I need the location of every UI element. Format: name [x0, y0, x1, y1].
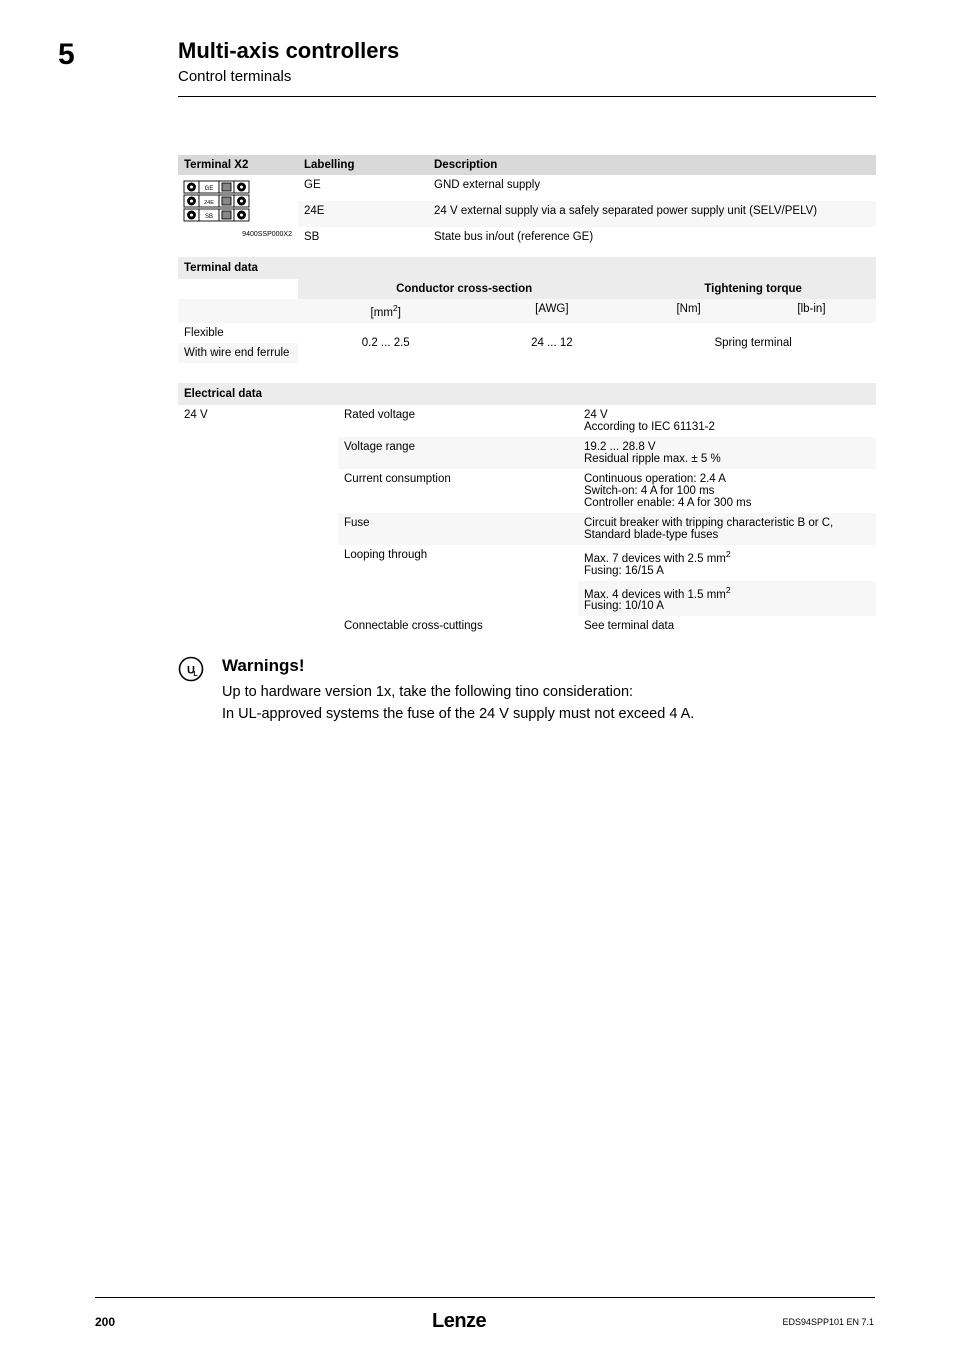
page-number: 200 [95, 1315, 115, 1329]
row-24e-desc: 24 V external supply via a safely separa… [428, 201, 876, 227]
elec-p1: Voltage range [338, 437, 578, 469]
header-rule [178, 96, 876, 97]
th-blank [178, 279, 298, 299]
terminal-data-table: Terminal data Conductor cross-section Ti… [178, 257, 876, 363]
th-tt: Tightening torque [630, 279, 876, 299]
row-ge-label: GE [298, 175, 428, 201]
terminal-image-caption: 9400SSP000X2 [178, 227, 298, 247]
terminal-connector-icon: GE 24E SB [182, 179, 252, 223]
page-content: Terminal X2 Labelling Description GE 24E [178, 155, 876, 726]
electrical-title: Electrical data [178, 383, 876, 405]
ul-warnings-title: Warnings! [222, 656, 876, 676]
terminal-x2-table: Terminal X2 Labelling Description GE 24E [178, 155, 876, 247]
unit-lbin: [lb-in] [747, 299, 876, 323]
chapter-title: Multi-axis controllers [178, 38, 399, 64]
elec-v3: Circuit breaker with tripping characteri… [578, 513, 876, 545]
elec-p0: Rated voltage [338, 405, 578, 437]
elec-p3: Fuse [338, 513, 578, 545]
unit-awg: [AWG] [473, 299, 630, 323]
row-ge-desc: GND external supply [428, 175, 876, 201]
svg-text:24E: 24E [204, 200, 214, 206]
doc-id: EDS94SPP101 EN 7.1 [782, 1317, 874, 1327]
row-ferrule: With wire end ferrule [178, 343, 298, 363]
lenze-logo: Lenze [432, 1309, 522, 1336]
svg-text:GE: GE [205, 186, 214, 192]
elec-ccc-p: Connectable cross-cuttings [338, 616, 578, 636]
elec-v2: Continuous operation: 2.4 A Switch-on: 4… [578, 469, 876, 513]
th-terminal: Terminal X2 [178, 155, 298, 175]
val-mm: 0.2 ... 2.5 [298, 323, 473, 363]
th-labelling: Labelling [298, 155, 428, 175]
chapter-number: 5 [58, 38, 75, 72]
svg-text:Lenze: Lenze [432, 1310, 487, 1331]
unit-mm2: [mm2] [298, 299, 473, 323]
terminal-image-cell: GE 24E SB [178, 175, 298, 227]
elec-p2: Current consumption [338, 469, 578, 513]
th-ccs: Conductor cross-section [298, 279, 630, 299]
terminal-data-title: Terminal data [178, 257, 876, 279]
row-sb-desc: State bus in/out (reference GE) [428, 227, 876, 247]
row-flexible: Flexible [178, 323, 298, 343]
unit-nm: [Nm] [630, 299, 747, 323]
electrical-24v-label: 24 V [178, 405, 338, 637]
elec-looping-p: Looping through [338, 545, 578, 617]
electrical-data-table: Electrical data 24 V Rated voltage 24 V … [178, 383, 876, 637]
ul-mark-icon: U L [178, 656, 204, 682]
elec-looping-v2: Max. 4 devices with 1.5 mm2 Fusing: 10/1… [578, 581, 876, 617]
elec-ccc-v: See terminal data [578, 616, 876, 636]
row-sb-label: SB [298, 227, 428, 247]
val-awg: 24 ... 12 [473, 323, 630, 363]
ul-warnings-line1: Up to hardware version 1x, take the foll… [222, 682, 876, 704]
row-24e-label: 24E [298, 201, 428, 227]
chapter-subtitle: Control terminals [178, 68, 291, 85]
footer-rule [95, 1297, 875, 1298]
ul-warnings-block: U L Warnings! Up to hardware version 1x,… [178, 656, 876, 726]
elec-v0: 24 V According to IEC 61131-2 [578, 405, 876, 437]
svg-text:L: L [193, 671, 198, 678]
val-tt: Spring terminal [630, 323, 876, 363]
td-blank [178, 299, 298, 323]
svg-text:SB: SB [205, 214, 213, 220]
elec-looping-v1: Max. 7 devices with 2.5 mm2 Fusing: 16/1… [578, 545, 876, 581]
ul-warnings-line2: In UL-approved systems the fuse of the 2… [222, 704, 876, 726]
th-description: Description [428, 155, 876, 175]
elec-v1: 19.2 ... 28.8 V Residual ripple max. ± 5… [578, 437, 876, 469]
